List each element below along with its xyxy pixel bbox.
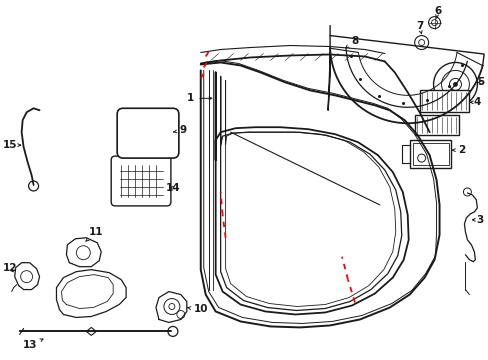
Polygon shape <box>86 328 96 336</box>
Text: 7: 7 <box>415 21 423 34</box>
FancyBboxPatch shape <box>414 115 459 135</box>
FancyBboxPatch shape <box>409 140 450 168</box>
Text: 15: 15 <box>2 140 20 150</box>
Text: 5: 5 <box>476 77 483 87</box>
Text: 6: 6 <box>433 6 440 18</box>
FancyBboxPatch shape <box>117 108 179 158</box>
FancyBboxPatch shape <box>419 90 468 112</box>
Text: 3: 3 <box>471 215 483 225</box>
Circle shape <box>452 82 457 86</box>
Text: 11: 11 <box>85 227 103 242</box>
Text: 1: 1 <box>187 93 211 103</box>
Text: 4: 4 <box>469 97 480 107</box>
FancyBboxPatch shape <box>111 156 170 206</box>
Text: 8: 8 <box>345 36 358 48</box>
Text: 2: 2 <box>451 145 464 155</box>
Text: 12: 12 <box>2 263 17 273</box>
Text: 9: 9 <box>173 125 186 135</box>
Text: 14: 14 <box>165 183 180 193</box>
FancyBboxPatch shape <box>412 143 447 165</box>
Text: 10: 10 <box>187 305 207 315</box>
Text: 13: 13 <box>22 339 43 350</box>
